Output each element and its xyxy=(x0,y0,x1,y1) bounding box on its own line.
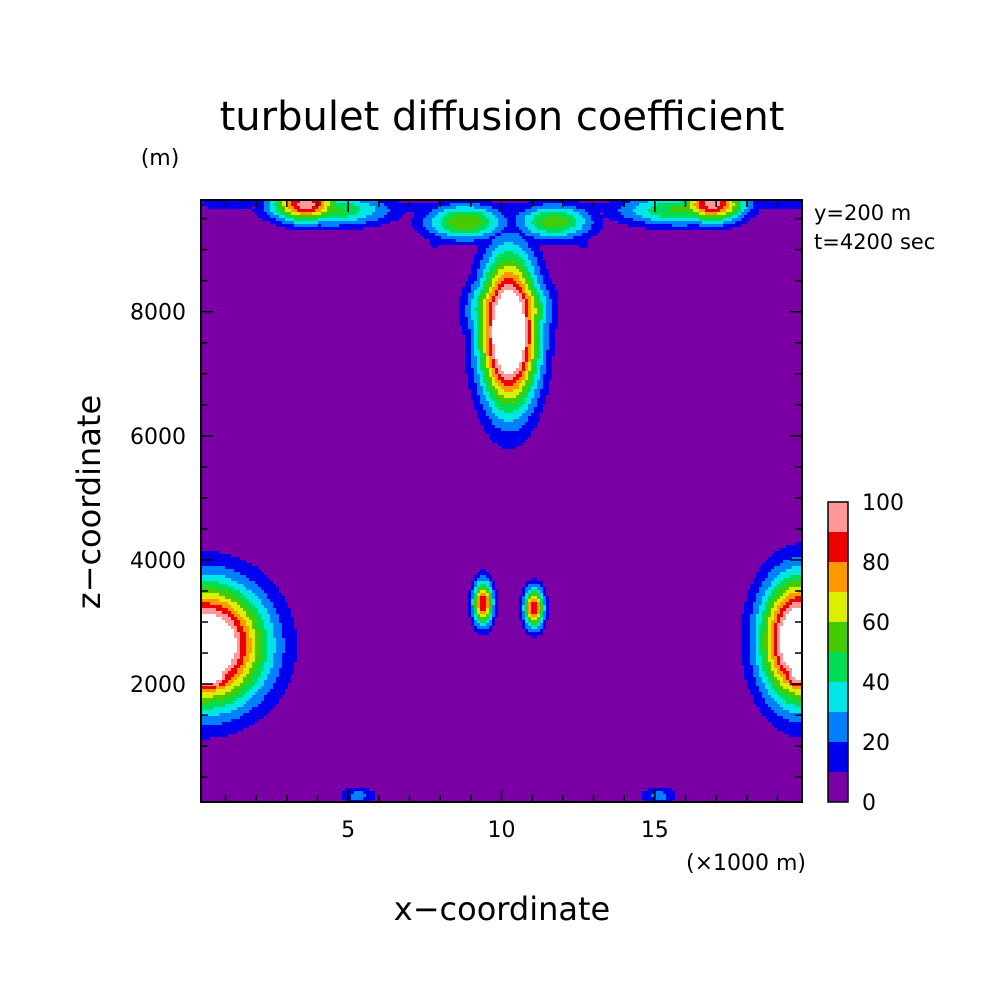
x-tick-label: 5 xyxy=(341,818,355,843)
contour-layer xyxy=(201,200,802,802)
colorbar-frame xyxy=(827,501,849,803)
x-unit-label: (×1000 m) xyxy=(686,851,806,876)
colorbar-swatch xyxy=(828,742,848,772)
colorbar-swatch xyxy=(828,502,848,532)
colorbar-swatch xyxy=(828,532,848,562)
x-axis-ticks: 5 10 15 xyxy=(224,200,779,843)
colorbar-tick-label: 60 xyxy=(862,611,890,636)
colorbar-swatch xyxy=(828,712,848,742)
contour-band xyxy=(201,200,802,710)
x-tick-label: 10 xyxy=(488,818,516,843)
colorbar-swatch xyxy=(828,562,848,592)
y-axis-label: z−coordinate xyxy=(70,395,108,609)
colorbar-tick-label: 100 xyxy=(862,491,904,516)
colorbar-swatch xyxy=(828,682,848,712)
colorbar-swatch xyxy=(828,592,848,622)
colorbar-tick-label: 20 xyxy=(862,731,890,756)
x-tick-label: 15 xyxy=(641,818,669,843)
annotation-t: t=4200 sec xyxy=(814,230,935,254)
colorbar-swatch xyxy=(828,622,848,652)
y-tick-label: 8000 xyxy=(130,301,186,326)
colorbar-tick-label: 40 xyxy=(862,671,890,696)
contour-band xyxy=(201,290,802,683)
plot-area xyxy=(201,200,802,802)
y-tick-label: 6000 xyxy=(130,425,186,450)
chart-title: turbulet diffusion coefficient xyxy=(220,94,785,140)
colorbar-tick-label: 0 xyxy=(862,791,876,816)
colorbar-swatch xyxy=(828,772,848,802)
y-tick-label: 2000 xyxy=(130,673,186,698)
y-unit-label: (m) xyxy=(141,146,180,171)
annotation-y: y=200 m xyxy=(814,201,911,225)
colorbar-swatch xyxy=(828,652,848,682)
colorbar: 0 20 40 60 80 100 xyxy=(827,491,904,816)
y-tick-label: 4000 xyxy=(130,549,186,574)
colorbar-tick-label: 80 xyxy=(862,551,890,576)
y-axis-ticks: 2000 4000 6000 8000 xyxy=(130,217,802,778)
x-axis-label: x−coordinate xyxy=(394,890,610,928)
